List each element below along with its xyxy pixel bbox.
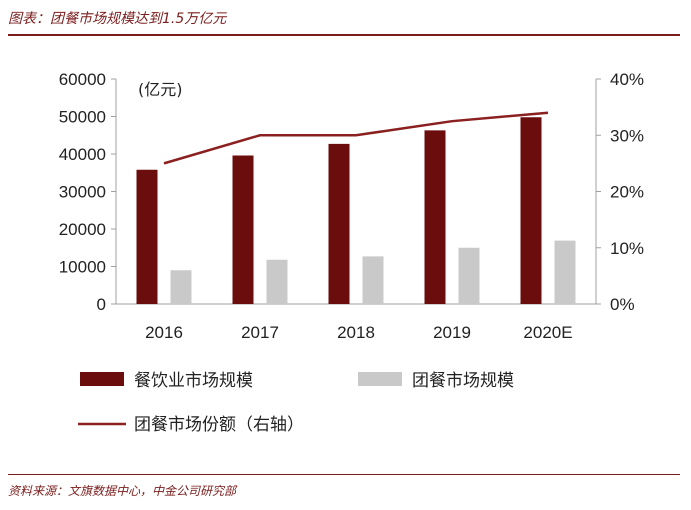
y-left-tick-label: 20000: [59, 220, 106, 239]
y-right-tick-label: 10%: [610, 239, 644, 258]
chart-labels: 0 10000 20000 30000 40000 50000 60000 0% 10% 20% 3…: [59, 70, 644, 342]
y-left-tick-label: 30000: [59, 183, 106, 202]
legend-label-catering: 餐饮业市场规模: [134, 371, 253, 391]
bar-group-meal-market: [554, 240, 576, 304]
y-left-tick-label: 40000: [59, 145, 106, 164]
bar-catering-market: [232, 155, 254, 304]
bar-catering-market: [424, 130, 446, 304]
x-tick-label: 2018: [337, 323, 375, 342]
y-left-tick-label: 10000: [59, 258, 106, 277]
legend-swatch-catering: [80, 372, 124, 386]
chart-bars: [136, 117, 576, 304]
y-left-tick-label: 50000: [59, 108, 106, 127]
legend-label-group-meal: 团餐市场规模: [412, 371, 514, 391]
figure-source: 资料来源：文旗数据中心，中金公司研究部: [8, 484, 237, 498]
y-right-tick-label: 0%: [610, 295, 635, 314]
x-tick-label: 2019: [433, 323, 471, 342]
y-left-tick-label: 60000: [59, 70, 106, 89]
bar-catering-market: [328, 143, 350, 304]
source-rule: [8, 474, 680, 475]
x-tick-label: 2016: [145, 323, 183, 342]
bar-group-meal-market: [266, 259, 288, 304]
title-rule: [8, 34, 680, 36]
y-right-tick-label: 20%: [610, 183, 644, 202]
x-tick-label: 2017: [241, 323, 279, 342]
chart: 0 10000 20000 30000 40000 50000 60000 0% 10% 20% 3…: [59, 70, 644, 435]
bar-group-meal-market: [362, 256, 384, 304]
y-left-tick-label: 0: [97, 295, 106, 314]
y-right-tick-label: 30%: [610, 126, 644, 145]
legend-label-share: 团餐市场份额（右轴）: [134, 415, 304, 435]
bar-catering-market: [520, 117, 542, 304]
chart-lines: [163, 111, 549, 165]
bar-group-meal-market: [458, 247, 480, 304]
legend-swatch-group-meal: [358, 372, 402, 386]
line-group-meal-share: [163, 111, 549, 165]
x-tick-label: 2020E: [523, 323, 572, 342]
chart-axes: [111, 78, 601, 305]
unit-label: (亿元): [138, 80, 183, 99]
figure-title: 图表：团餐市场规模达到1.5万亿元: [8, 11, 227, 27]
bar-group-meal-market: [170, 270, 192, 304]
y-right-tick-label: 40%: [610, 70, 644, 89]
bar-catering-market: [136, 169, 158, 304]
